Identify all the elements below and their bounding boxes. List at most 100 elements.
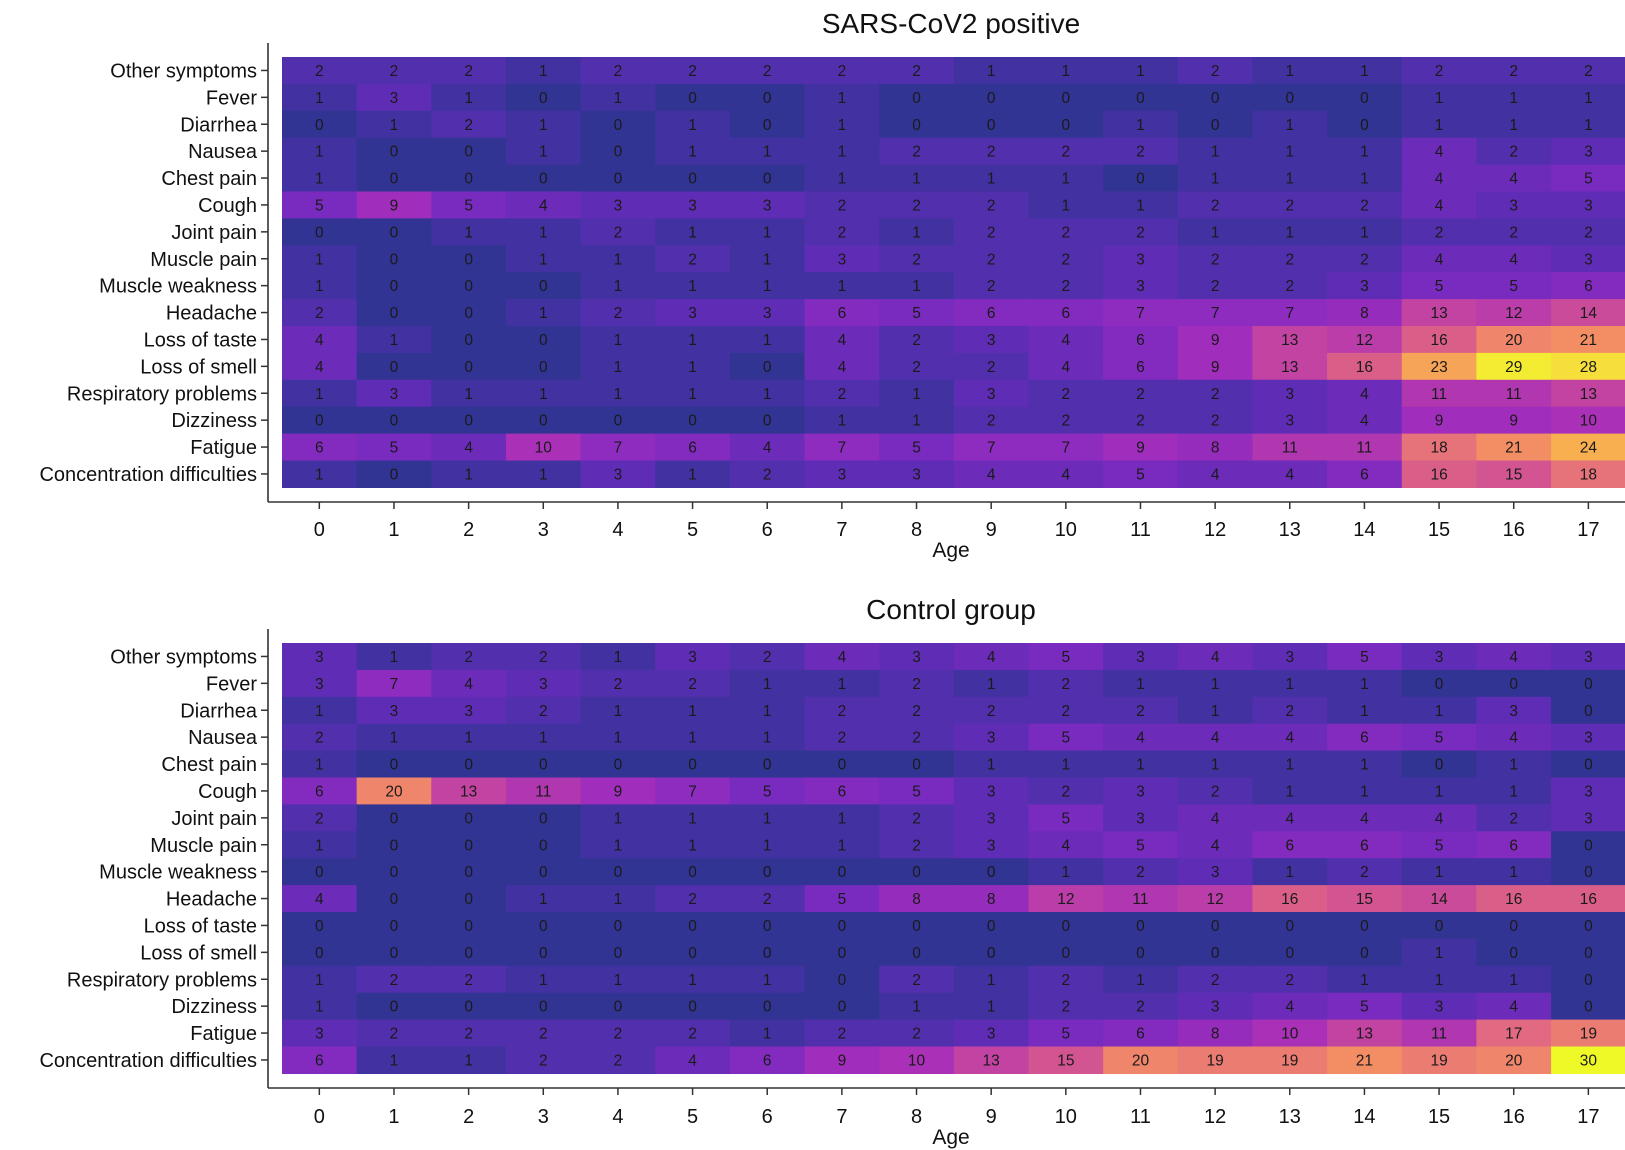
- y-tick-label: Diarrhea: [180, 114, 258, 136]
- cell-value-label: 1: [688, 466, 697, 483]
- cell-value-label: 1: [1509, 117, 1518, 134]
- heatmap-cell: [1177, 379, 1254, 408]
- heatmap-cell: [729, 218, 806, 246]
- cell-value-label: 1: [763, 676, 772, 693]
- cell-value-label: 9: [390, 197, 399, 214]
- x-tick-labels: 0 1 2 3 4 5 6 7 8 9 10 11 12 13 14 15 16 17: [314, 502, 1600, 541]
- cell-value-label: 1: [838, 837, 847, 854]
- heatmap-cell: [1327, 191, 1403, 219]
- cell-value-label: 1: [763, 972, 772, 989]
- y-tick-label: Muscle weakness: [99, 862, 257, 884]
- cell-value-label: 3: [1584, 649, 1593, 666]
- cell-value-label: 0: [838, 864, 847, 881]
- heatmap-cell: [953, 110, 1030, 139]
- heatmap-cell: [1401, 352, 1477, 381]
- cell-value-label: 1: [1285, 144, 1294, 161]
- heatmap-cell: [1551, 965, 1625, 994]
- cell-value-label: 2: [1211, 386, 1220, 403]
- cell-value-label: 5: [1360, 649, 1369, 666]
- heatmap-cell: [1476, 831, 1552, 859]
- cell-value-label: 4: [1062, 466, 1071, 483]
- cell-value-label: 0: [390, 171, 399, 188]
- cell-value-label: 0: [315, 864, 324, 881]
- cell-value-label: 4: [1062, 359, 1071, 376]
- cell-value-label: 1: [464, 1052, 473, 1069]
- cell-value-label: 3: [1584, 810, 1593, 827]
- cell-value-label: 3: [539, 676, 548, 693]
- cell-value-label: 2: [1062, 144, 1071, 161]
- cell-value-label: 1: [688, 224, 697, 241]
- cell-value-label: 18: [1580, 466, 1597, 483]
- cell-value-label: 4: [1435, 144, 1444, 161]
- cell-value-label: 1: [1360, 972, 1369, 989]
- heatmap-cell: [282, 804, 358, 832]
- heatmap-cell: [1476, 938, 1552, 967]
- heatmap-cell: [1401, 137, 1477, 166]
- cell-value-label: 0: [763, 945, 772, 962]
- heatmap-cell: [804, 858, 880, 886]
- cell-value-label: 16: [1281, 891, 1298, 908]
- cell-value-label: 1: [390, 730, 399, 747]
- heatmap-cell: [282, 750, 358, 779]
- cell-value-label: 7: [614, 440, 623, 457]
- cell-value-label: 0: [1584, 837, 1593, 854]
- heatmap-cell: [580, 272, 656, 300]
- cell-value-label: 4: [1435, 810, 1444, 827]
- heatmap-cell: [729, 696, 806, 725]
- cell-value-label: 1: [838, 676, 847, 693]
- cell-value-label: 1: [763, 251, 772, 268]
- cell-value-label: 11: [1506, 386, 1522, 403]
- cell-value-label: 2: [838, 386, 847, 403]
- heatmap-cell: [580, 406, 656, 435]
- cell-value-label: 8: [1211, 1026, 1220, 1043]
- y-tick-label: Loss of smell: [140, 942, 257, 964]
- heatmap-cell: [729, 137, 806, 166]
- cell-value-label: 2: [464, 972, 473, 989]
- cell-value-label: 1: [1360, 171, 1369, 188]
- heatmap-cell: [729, 750, 806, 779]
- cell-value-label: 1: [688, 703, 697, 720]
- heatmap-cell: [1103, 1019, 1179, 1048]
- y-tick-label: Loss of smell: [140, 356, 257, 378]
- heatmap-cell: [1028, 696, 1104, 725]
- cell-value-label: 2: [1211, 972, 1220, 989]
- heatmap-cell: [1476, 669, 1552, 698]
- heatmap-cell: [580, 858, 656, 886]
- heatmap-cell: [729, 110, 806, 139]
- cell-value-label: 0: [688, 945, 697, 962]
- heatmap-cell: [1103, 831, 1179, 859]
- y-tick-label: Respiratory problems: [67, 969, 257, 991]
- heatmap-cell: [655, 57, 731, 85]
- heatmap-cell: [804, 191, 880, 219]
- cell-value-label: 1: [688, 810, 697, 827]
- cell-value-label: 3: [763, 305, 772, 322]
- heatmap-cell: [1401, 326, 1477, 354]
- cell-value-label: 1: [1435, 972, 1444, 989]
- heatmap-cell: [729, 406, 806, 435]
- cell-value-label: 1: [614, 703, 623, 720]
- cell-value-label: 0: [614, 999, 623, 1016]
- cell-value-label: 30: [1580, 1052, 1598, 1069]
- cell-value-label: 3: [1136, 783, 1145, 800]
- x-tick-label: 5: [687, 1106, 698, 1128]
- heatmap-cell: [1103, 1046, 1179, 1074]
- cell-value-label: 0: [390, 945, 399, 962]
- heatmap-cell: [356, 1046, 432, 1074]
- heatmap-cell: [505, 299, 582, 327]
- heatmap-cell: [1103, 938, 1179, 967]
- heatmap-cell: [1551, 696, 1625, 725]
- cell-value-label: 0: [614, 117, 623, 134]
- x-tick-label: 13: [1279, 519, 1301, 541]
- cell-value-label: 7: [1136, 305, 1145, 322]
- cell-value-label: 0: [539, 864, 548, 881]
- cell-value-label: 0: [390, 359, 399, 376]
- cell-value-label: 3: [1584, 783, 1593, 800]
- cell-value-label: 1: [1211, 144, 1220, 161]
- x-tick-label: 10: [1055, 1106, 1077, 1128]
- cell-value-label: 2: [987, 251, 996, 268]
- x-tick-label: 16: [1503, 1106, 1525, 1128]
- cell-value-label: 2: [1062, 386, 1071, 403]
- heatmap-cell: [580, 885, 656, 913]
- cell-value-label: 2: [912, 676, 921, 693]
- cell-value-label: 0: [1062, 918, 1071, 935]
